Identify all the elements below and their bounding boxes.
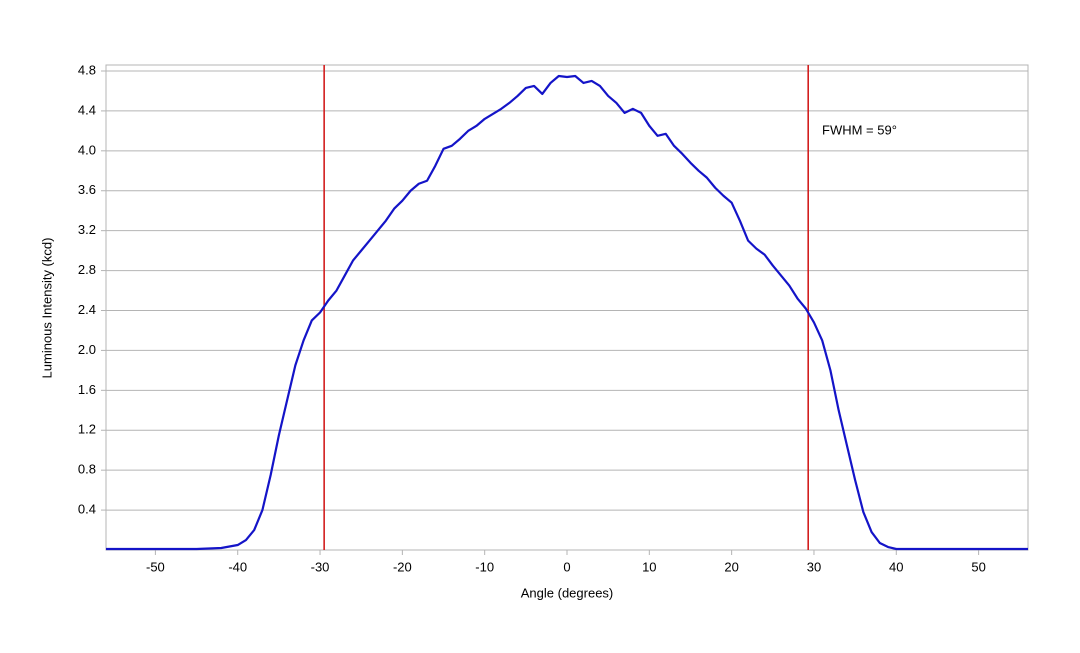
data-line bbox=[106, 74, 1028, 551]
y-tick-label: 0.8 bbox=[78, 462, 96, 477]
x-tick-label: -20 bbox=[393, 559, 412, 574]
y-tick-label: 3.6 bbox=[78, 182, 96, 197]
y-tick-label: 1.6 bbox=[78, 382, 96, 397]
annotation: FWHM = 59° bbox=[822, 122, 897, 137]
plot-border bbox=[105, 64, 1029, 551]
y-tick-label: 4.0 bbox=[78, 142, 96, 157]
x-tick-label: -40 bbox=[228, 559, 247, 574]
x-tick-label: -10 bbox=[475, 559, 494, 574]
x-tick-label: 20 bbox=[724, 559, 738, 574]
y-tick-label: 2.8 bbox=[78, 262, 96, 277]
y-tick-label: 2.4 bbox=[78, 302, 96, 317]
y-tick-label: 4.8 bbox=[78, 62, 96, 77]
y-tick-label: 3.2 bbox=[78, 222, 96, 237]
y-tick-label: 2.0 bbox=[78, 342, 96, 357]
x-tick-label: 10 bbox=[642, 559, 656, 574]
y-tick-label: 0.4 bbox=[78, 502, 96, 517]
y-axis-label: Luminous Intensity (kcd) bbox=[39, 238, 54, 379]
x-tick-label: 50 bbox=[971, 559, 985, 574]
y-tick-label: 1.2 bbox=[78, 422, 96, 437]
x-tick-label: 40 bbox=[889, 559, 903, 574]
x-tick-label: 0 bbox=[563, 559, 570, 574]
x-tick-label: 30 bbox=[807, 559, 821, 574]
x-tick-label: -30 bbox=[311, 559, 330, 574]
y-tick-label: 4.4 bbox=[78, 102, 96, 117]
x-tick-label: -50 bbox=[146, 559, 165, 574]
x-axis-label: Angle (degrees) bbox=[521, 585, 614, 600]
